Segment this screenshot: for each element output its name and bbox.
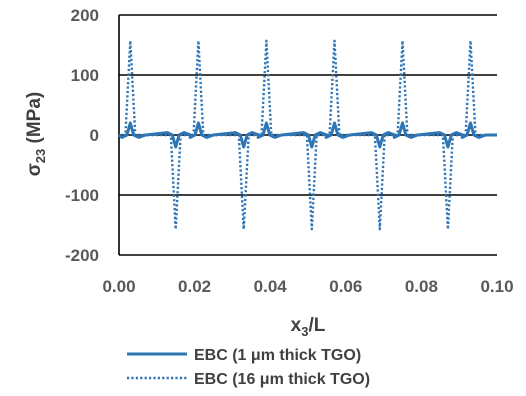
x-tick-label: 0.10 [480,277,513,296]
y-tick-label: 0 [90,126,99,145]
y-tick-label: 200 [71,6,99,25]
x-tick-label: 0.02 [178,277,211,296]
legend: EBC (1 μm thick TGO) EBC (16 μm thick TGO… [127,347,370,388]
x-tick-labels: 0.00 0.02 0.04 0.06 0.08 0.10 [102,277,513,296]
legend-label: EBC (1 μm thick TGO) [194,347,361,364]
series-lines [118,39,497,231]
x-tick-label: 0.00 [102,277,135,296]
series-line-16um [119,39,497,231]
y-tick-label: 100 [71,66,99,85]
y-tick-label: -200 [65,246,99,265]
y-tick-labels: 200 100 0 -100 -200 [65,6,99,265]
x-axis-title: x3/L [291,315,326,339]
y-axis-title: σ23 (MPa) [24,92,48,176]
x-tick-label: 0.08 [405,277,438,296]
x-tick-label: 0.06 [329,277,362,296]
y-tick-label: -100 [65,186,99,205]
legend-label: EBC (16 μm thick TGO) [194,371,370,388]
x-tick-label: 0.04 [254,277,288,296]
